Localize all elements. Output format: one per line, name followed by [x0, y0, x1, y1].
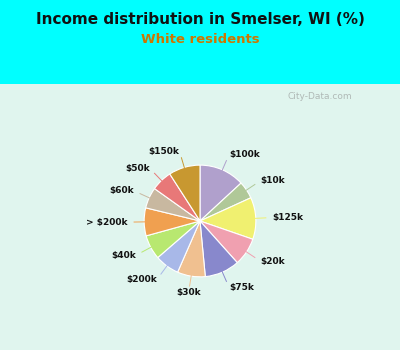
- Text: Income distribution in Smelser, WI (%): Income distribution in Smelser, WI (%): [36, 12, 364, 27]
- Wedge shape: [146, 189, 200, 221]
- Text: $20k: $20k: [260, 257, 285, 266]
- Text: $150k: $150k: [149, 147, 180, 156]
- Text: $40k: $40k: [111, 251, 136, 260]
- Wedge shape: [170, 165, 200, 221]
- Text: $60k: $60k: [109, 186, 134, 195]
- Wedge shape: [154, 174, 200, 221]
- Text: White residents: White residents: [141, 33, 259, 46]
- Text: $100k: $100k: [229, 150, 260, 159]
- Text: $125k: $125k: [272, 213, 304, 222]
- Text: $30k: $30k: [176, 288, 201, 297]
- Text: City-Data.com: City-Data.com: [288, 92, 353, 101]
- Text: $75k: $75k: [229, 283, 254, 292]
- Wedge shape: [158, 221, 200, 272]
- Text: $10k: $10k: [260, 176, 285, 185]
- Text: $50k: $50k: [125, 164, 150, 173]
- Wedge shape: [144, 208, 200, 236]
- Text: > $200k: > $200k: [86, 218, 127, 227]
- Text: $200k: $200k: [126, 275, 157, 284]
- Wedge shape: [200, 221, 253, 262]
- Wedge shape: [200, 221, 237, 276]
- Wedge shape: [200, 183, 251, 221]
- Wedge shape: [200, 165, 241, 221]
- Wedge shape: [178, 221, 205, 277]
- Wedge shape: [146, 221, 200, 258]
- Wedge shape: [200, 198, 256, 239]
